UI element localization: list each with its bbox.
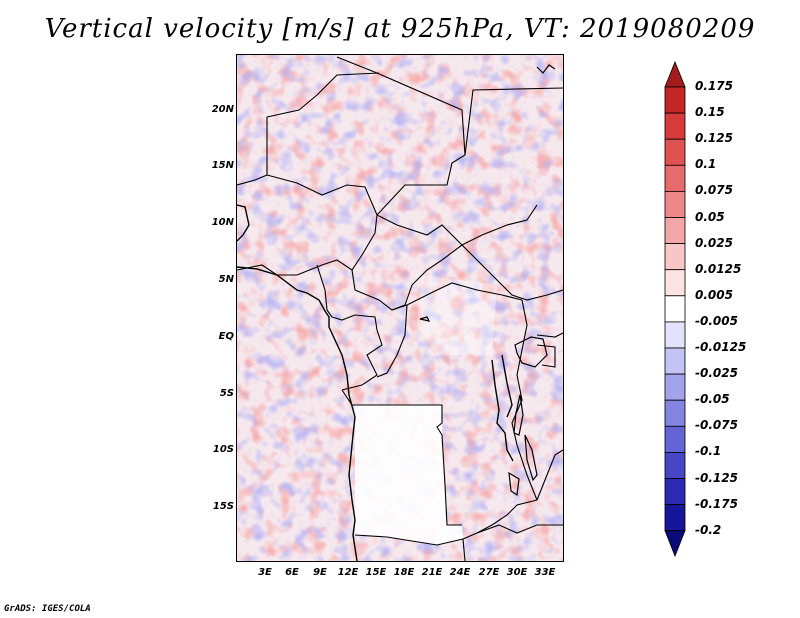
colorbar-label: -0.175 <box>695 496 738 511</box>
credit-text: GrADS: IGES/COLA <box>4 604 91 614</box>
colorbar-segment <box>664 347 686 375</box>
lat-label-20n: 20N <box>211 104 234 115</box>
lakes <box>419 64 556 497</box>
field-neutral-region-2 <box>417 275 497 355</box>
colorbar-label: 0.1 <box>695 157 717 172</box>
colorbar-label: 0.125 <box>695 131 733 146</box>
colorbar-segment <box>664 425 686 453</box>
colorbar-segment <box>664 478 686 506</box>
lon-label-9e: 9E <box>313 567 327 578</box>
colorbar-label: 0.05 <box>695 209 725 224</box>
colorbar-label: 0.025 <box>695 235 733 250</box>
colorbar-segment <box>664 530 686 558</box>
lon-label-24e: 24E <box>449 567 471 578</box>
colorbar-segment <box>664 164 686 192</box>
colorbar-segment <box>664 321 686 349</box>
map-panel <box>236 54 564 562</box>
colorbar-label: -0.2 <box>695 522 722 537</box>
field-neutral-region <box>355 405 463 545</box>
colorbar-label: -0.05 <box>695 392 730 407</box>
colorbar-segment <box>664 504 686 532</box>
lat-label-eq: EQ <box>218 331 234 342</box>
lat-label-10n: 10N <box>211 217 234 228</box>
colorbar-segment <box>664 190 686 218</box>
lon-label-3e: 3E <box>258 567 272 578</box>
lat-label-15n: 15N <box>211 160 234 171</box>
coastline <box>237 204 514 561</box>
lon-label-33e: 33E <box>534 567 556 578</box>
colorbar-label: -0.005 <box>695 313 738 328</box>
lon-label-15e: 15E <box>365 567 387 578</box>
colorbar-label: -0.025 <box>695 366 738 381</box>
colorbar-label: 0.005 <box>695 287 733 302</box>
map-canvas <box>237 55 563 561</box>
lon-label-27e: 27E <box>478 567 500 578</box>
lon-label-12e: 12E <box>337 567 359 578</box>
colorbar-segment <box>664 399 686 427</box>
colorbar-label: -0.0125 <box>695 340 747 354</box>
lat-label-15s: 15S <box>212 501 234 512</box>
lon-label-6e: 6E <box>285 567 299 578</box>
colorbar-segment <box>664 86 686 114</box>
country-borders <box>237 56 563 561</box>
lat-label-5n: 5N <box>218 274 234 285</box>
lon-label-30e: 30E <box>506 567 528 578</box>
colorbar-segment <box>664 373 686 401</box>
colorbar-label: -0.1 <box>695 444 722 459</box>
colorbar <box>664 60 686 558</box>
colorbar-label: 0.175 <box>695 79 733 93</box>
colorbar-label: -0.125 <box>695 470 738 485</box>
chart-title: Vertical velocity [m/s] at 925hPa, VT: 2… <box>44 14 756 44</box>
lon-label-18e: 18E <box>393 567 415 578</box>
colorbar-segment <box>664 217 686 245</box>
colorbar-label: -0.075 <box>695 418 738 433</box>
colorbar-segment <box>664 269 686 297</box>
lon-label-21e: 21E <box>421 567 443 578</box>
colorbar-segment <box>664 60 686 88</box>
colorbar-segment <box>664 243 686 271</box>
colorbar-segment <box>664 138 686 166</box>
colorbar-label: 0.15 <box>695 105 725 120</box>
colorbar-label: 0.0125 <box>695 261 742 276</box>
colorbar-segment <box>664 112 686 140</box>
lat-label-5s: 5S <box>219 388 234 399</box>
colorbar-segment <box>664 451 686 479</box>
colorbar-label: 0.075 <box>695 183 733 198</box>
lat-label-10s: 10S <box>212 444 234 455</box>
colorbar-segment <box>664 295 686 323</box>
